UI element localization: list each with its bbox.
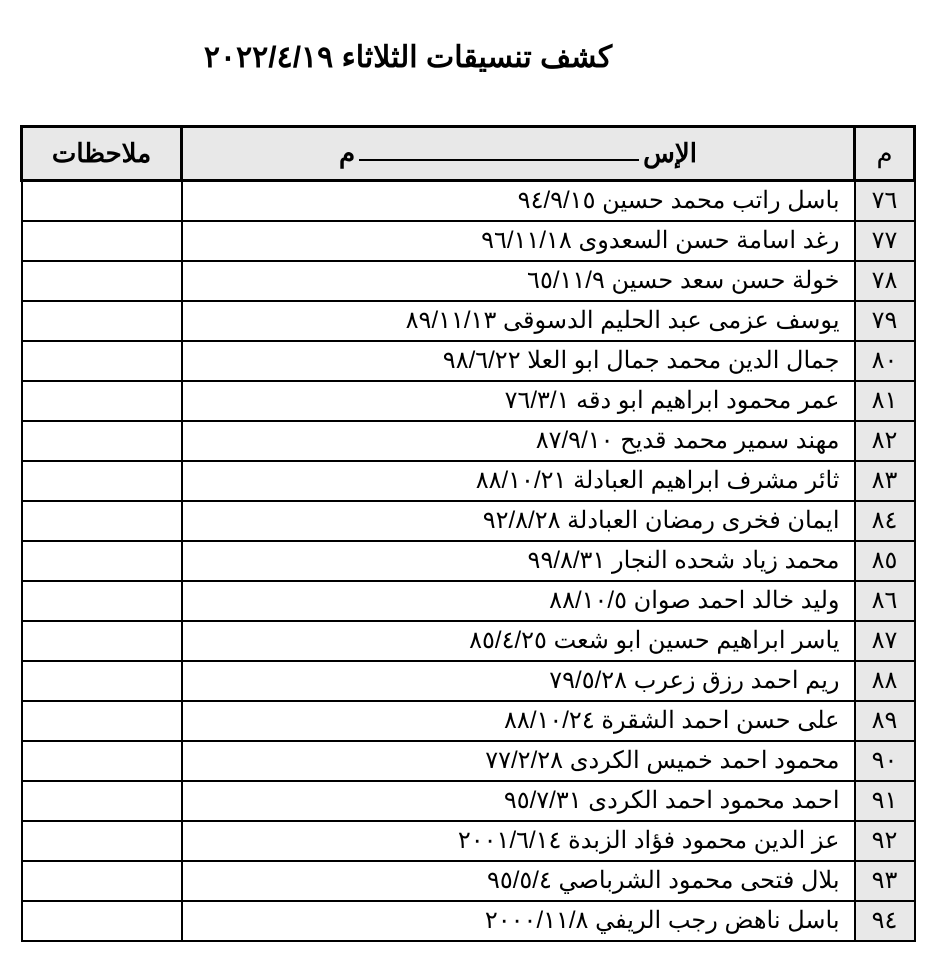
page-title: كشف تنسيقات الثلاثاء ٢٠٢٢/٤/١٩ (20, 40, 916, 75)
row-name: خولة حسن سعد حسين ٦٥/١١/٩ (182, 261, 855, 301)
table-row: ٨٨ريم احمد رزق زعرب ٧٩/٥/٢٨ (22, 661, 915, 701)
row-index: ٨٤ (855, 501, 915, 541)
table-row: ٧٦باسل راتب محمد حسين ٩٤/٩/١٥ (22, 181, 915, 221)
table-row: ٧٩يوسف عزمى عبد الحليم الدسوقى ٨٩/١١/١٣ (22, 301, 915, 341)
row-notes (22, 741, 182, 781)
row-index: ٨٩ (855, 701, 915, 741)
row-index: ٩١ (855, 781, 915, 821)
row-notes (22, 421, 182, 461)
row-name: بلال فتحى محمود الشرباصي ٩٥/٥/٤ (182, 861, 855, 901)
row-notes (22, 781, 182, 821)
row-name: عز الدين محمود فؤاد الزبدة ٢٠٠١/٦/١٤ (182, 821, 855, 861)
row-notes (22, 341, 182, 381)
row-notes (22, 901, 182, 941)
row-notes (22, 821, 182, 861)
table-row: ٩١احمد محمود احمد الكردى ٩٥/٧/٣١ (22, 781, 915, 821)
header-name-prefix: الإس (643, 138, 697, 169)
row-notes (22, 501, 182, 541)
row-index: ٨١ (855, 381, 915, 421)
row-notes (22, 461, 182, 501)
table-row: ٧٧رغد اسامة حسن السعدوى ٩٦/١١/١٨ (22, 221, 915, 261)
table-container: م الإس م ملاحظات ٧٦باسل راتب محمد حسين ٩… (20, 125, 916, 942)
header-name: الإس م (182, 127, 855, 181)
row-index: ٧٦ (855, 181, 915, 221)
header-name-line (359, 159, 639, 161)
row-notes (22, 621, 182, 661)
table-row: ٨١عمر محمود ابراهيم ابو دقه ٧٦/٣/١ (22, 381, 915, 421)
table-row: ٨٦وليد خالد احمد صوان ٨٨/١٠/٥ (22, 581, 915, 621)
table-row: ٨٤ايمان فخرى رمضان العبادلة ٩٢/٨/٢٨ (22, 501, 915, 541)
row-name: ياسر ابراهيم حسين ابو شعت ٨٥/٤/٢٥ (182, 621, 855, 661)
row-index: ٧٧ (855, 221, 915, 261)
row-name: يوسف عزمى عبد الحليم الدسوقى ٨٩/١١/١٣ (182, 301, 855, 341)
row-name: باسل ناهض رجب الريفي ٢٠٠٠/١١/٨ (182, 901, 855, 941)
table-row: ٧٨خولة حسن سعد حسين ٦٥/١١/٩ (22, 261, 915, 301)
header-name-suffix: م (339, 138, 355, 169)
coordination-table: م الإس م ملاحظات ٧٦باسل راتب محمد حسين ٩… (20, 125, 916, 942)
row-notes (22, 261, 182, 301)
table-row: ٩٢عز الدين محمود فؤاد الزبدة ٢٠٠١/٦/١٤ (22, 821, 915, 861)
row-notes (22, 181, 182, 221)
table-row: ٩٣بلال فتحى محمود الشرباصي ٩٥/٥/٤ (22, 861, 915, 901)
row-name: ريم احمد رزق زعرب ٧٩/٥/٢٨ (182, 661, 855, 701)
table-body: ٧٦باسل راتب محمد حسين ٩٤/٩/١٥٧٧رغد اسامة… (22, 181, 915, 941)
table-row: ٨٩على حسن احمد الشقرة ٨٨/١٠/٢٤ (22, 701, 915, 741)
header-notes: ملاحظات (22, 127, 182, 181)
row-notes (22, 861, 182, 901)
row-index: ٨٧ (855, 621, 915, 661)
row-name: على حسن احمد الشقرة ٨٨/١٠/٢٤ (182, 701, 855, 741)
row-notes (22, 581, 182, 621)
row-name: ايمان فخرى رمضان العبادلة ٩٢/٨/٢٨ (182, 501, 855, 541)
row-index: ٨٥ (855, 541, 915, 581)
row-name: عمر محمود ابراهيم ابو دقه ٧٦/٣/١ (182, 381, 855, 421)
header-row: م الإس م ملاحظات (22, 127, 915, 181)
table-row: ٨٢مهند سمير محمد قديح ٨٧/٩/١٠ (22, 421, 915, 461)
row-notes (22, 301, 182, 341)
row-notes (22, 221, 182, 261)
row-name: جمال الدين محمد جمال ابو العلا ٩٨/٦/٢٢ (182, 341, 855, 381)
row-name: محمود احمد خميس الكردى ٧٧/٢/٢٨ (182, 741, 855, 781)
row-notes (22, 701, 182, 741)
row-index: ٩٢ (855, 821, 915, 861)
row-index: ٩٤ (855, 901, 915, 941)
row-name: ثائر مشرف ابراهيم العبادلة ٨٨/١٠/٢١ (182, 461, 855, 501)
row-name: احمد محمود احمد الكردى ٩٥/٧/٣١ (182, 781, 855, 821)
table-row: ٩٤باسل ناهض رجب الريفي ٢٠٠٠/١١/٨ (22, 901, 915, 941)
row-notes (22, 381, 182, 421)
row-name: محمد زياد شحده النجار ٩٩/٨/٣١ (182, 541, 855, 581)
row-index: ٨٦ (855, 581, 915, 621)
row-index: ٩٠ (855, 741, 915, 781)
row-index: ٩٣ (855, 861, 915, 901)
row-index: ٨٣ (855, 461, 915, 501)
row-notes (22, 541, 182, 581)
table-row: ٩٠محمود احمد خميس الكردى ٧٧/٢/٢٨ (22, 741, 915, 781)
row-name: وليد خالد احمد صوان ٨٨/١٠/٥ (182, 581, 855, 621)
header-index: م (855, 127, 915, 181)
table-row: ٨٠جمال الدين محمد جمال ابو العلا ٩٨/٦/٢٢ (22, 341, 915, 381)
row-name: باسل راتب محمد حسين ٩٤/٩/١٥ (182, 181, 855, 221)
row-name: رغد اسامة حسن السعدوى ٩٦/١١/١٨ (182, 221, 855, 261)
table-row: ٨٥محمد زياد شحده النجار ٩٩/٨/٣١ (22, 541, 915, 581)
row-index: ٨٨ (855, 661, 915, 701)
row-index: ٨٠ (855, 341, 915, 381)
row-index: ٧٩ (855, 301, 915, 341)
table-row: ٨٣ثائر مشرف ابراهيم العبادلة ٨٨/١٠/٢١ (22, 461, 915, 501)
row-index: ٨٢ (855, 421, 915, 461)
row-name: مهند سمير محمد قديح ٨٧/٩/١٠ (182, 421, 855, 461)
table-row: ٨٧ياسر ابراهيم حسين ابو شعت ٨٥/٤/٢٥ (22, 621, 915, 661)
row-index: ٧٨ (855, 261, 915, 301)
row-notes (22, 661, 182, 701)
